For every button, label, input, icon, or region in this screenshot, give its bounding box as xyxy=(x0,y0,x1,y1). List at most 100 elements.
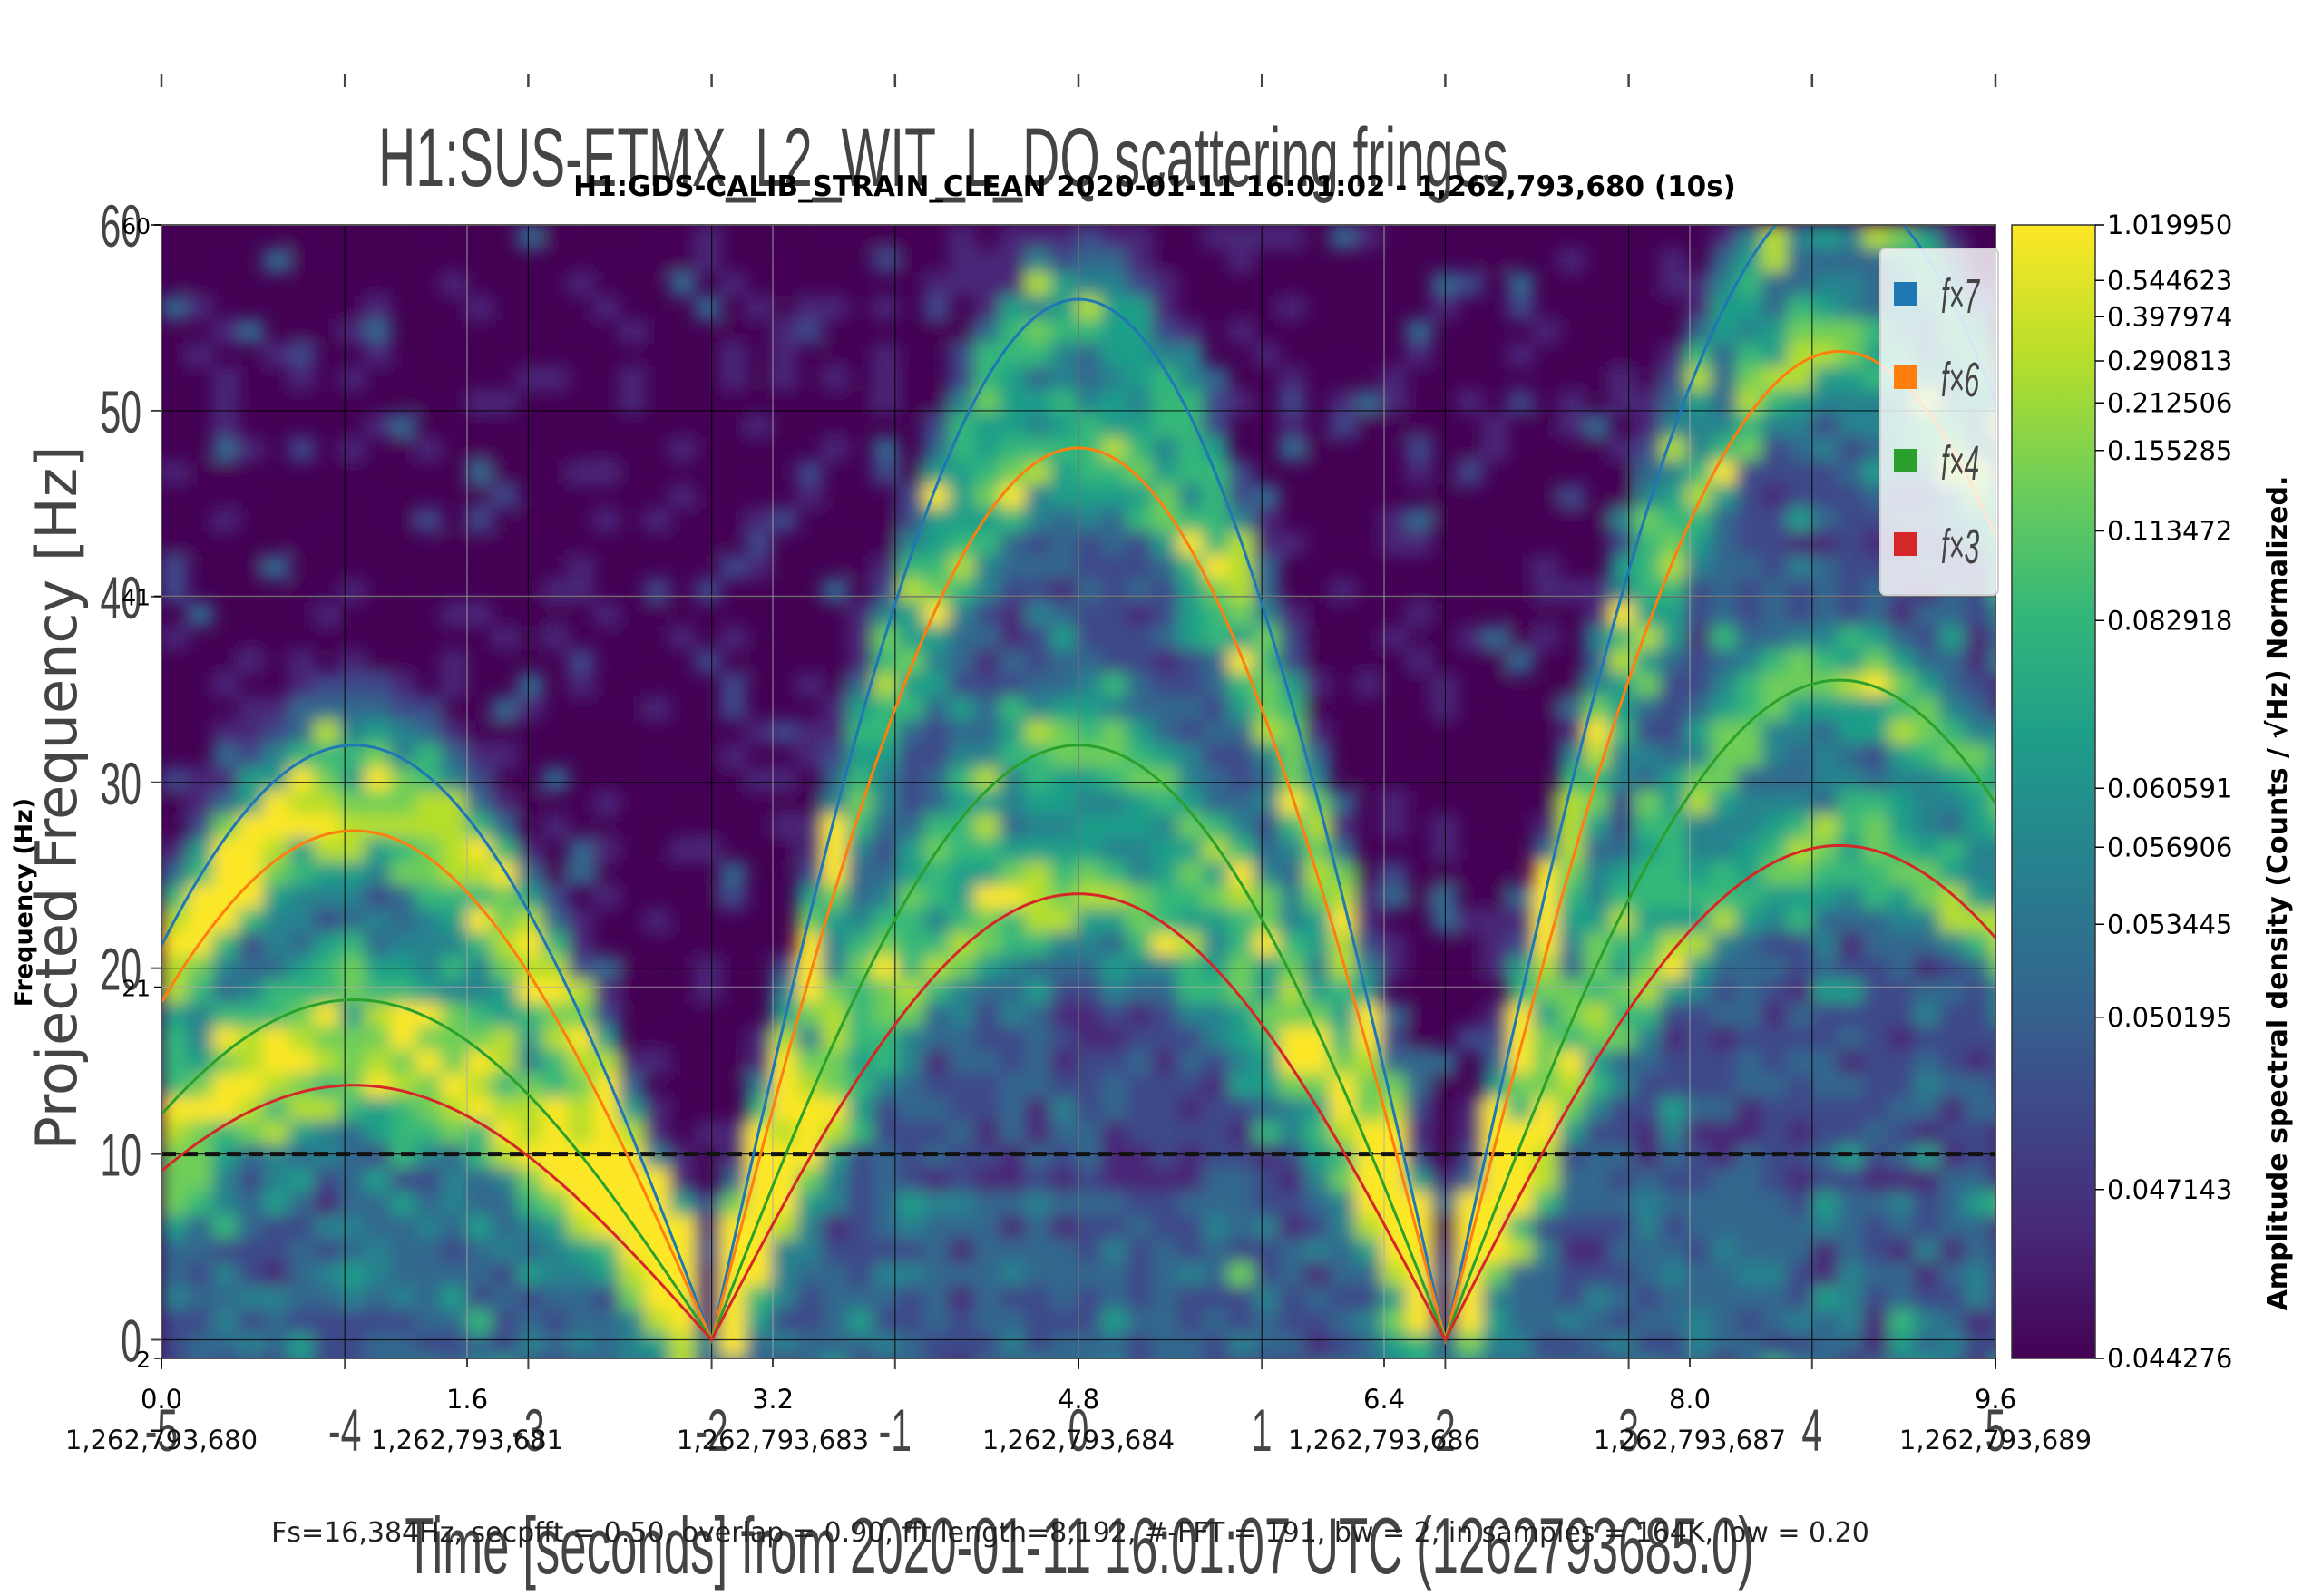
heatmap-cell xyxy=(1203,909,1229,933)
heatmap-cell xyxy=(1177,1097,1204,1122)
heatmap-cell xyxy=(1736,484,1762,509)
heatmap-cell xyxy=(669,1192,696,1216)
heatmap-cell xyxy=(974,1262,1000,1287)
heatmap-cell xyxy=(263,1215,289,1240)
heatmap-cell xyxy=(746,414,772,438)
spectrogram-x-gps-label: 1,262,793,689 xyxy=(1899,1425,2092,1455)
heatmap-cell xyxy=(923,1121,950,1145)
heatmap-cell xyxy=(1660,1144,1686,1169)
heatmap-cell xyxy=(1406,626,1432,650)
heatmap-cell xyxy=(314,1215,340,1240)
heatmap-cell xyxy=(466,1262,493,1287)
heatmap-cell xyxy=(1863,1333,1889,1358)
heatmap-cell xyxy=(593,838,620,862)
heatmap-cell xyxy=(1990,1027,1995,1051)
heatmap-cell xyxy=(720,1168,746,1192)
heatmap-cell xyxy=(1584,366,1610,391)
heatmap-cell xyxy=(1177,1215,1204,1240)
heatmap-cell xyxy=(1711,791,1737,815)
heatmap-cell xyxy=(1787,696,1813,721)
heatmap-cell xyxy=(1127,531,1153,556)
heatmap-cell xyxy=(1533,1357,1559,1358)
heatmap-cell xyxy=(1127,296,1153,320)
heatmap-cell xyxy=(796,1357,823,1358)
heatmap-cell xyxy=(847,1333,873,1358)
heatmap-cell xyxy=(238,319,264,344)
heatmap-cell xyxy=(288,1192,315,1216)
heatmap-cell xyxy=(415,225,442,249)
heatmap-cell xyxy=(974,414,1000,438)
heatmap-cell xyxy=(1965,1215,1991,1240)
heatmap-cell xyxy=(1025,461,1051,485)
heatmap-cell xyxy=(1584,1050,1610,1075)
heatmap-cell xyxy=(949,1333,975,1358)
heatmap-cell xyxy=(1406,602,1432,627)
heatmap-cell xyxy=(212,767,239,792)
heatmap-cell xyxy=(390,1333,416,1358)
overlay-x-tick-label: 1 xyxy=(1252,1396,1273,1465)
heatmap-cell xyxy=(466,1121,493,1145)
heatmap-cell xyxy=(1634,696,1661,721)
heatmap-cell xyxy=(1000,861,1026,886)
heatmap-cell xyxy=(1609,1192,1635,1216)
heatmap-cell xyxy=(1507,649,1534,674)
overlay-y-tick-label: 10 xyxy=(100,1121,141,1189)
heatmap-cell xyxy=(1609,461,1635,485)
heatmap-cell xyxy=(1507,932,1534,957)
heatmap-cell xyxy=(1812,461,1839,485)
heatmap-cell xyxy=(1101,791,1127,815)
colorbar-tick-label: 0.290813 xyxy=(2107,345,2232,376)
heatmap-cell xyxy=(1000,1239,1026,1263)
heatmap-cell xyxy=(1127,696,1153,721)
heatmap-cell xyxy=(1152,1097,1178,1122)
heatmap-cell xyxy=(974,1357,1000,1358)
heatmap-cell xyxy=(593,1192,620,1216)
heatmap-cell xyxy=(898,1074,924,1098)
heatmap-cell xyxy=(1863,1215,1889,1240)
heatmap-cell xyxy=(1355,1357,1381,1358)
heatmap-cell xyxy=(1812,484,1839,509)
heatmap-cell xyxy=(1076,1168,1102,1192)
heatmap-cell xyxy=(949,366,975,391)
heatmap-cell xyxy=(1736,225,1762,249)
heatmap-cell xyxy=(898,484,924,509)
heatmap-cell xyxy=(492,1262,518,1287)
heatmap-cell xyxy=(1888,720,1915,744)
heatmap-cell xyxy=(1761,1097,1788,1122)
heatmap-cell xyxy=(1838,861,1864,886)
heatmap-cell xyxy=(1406,1097,1432,1122)
heatmap-cell xyxy=(1787,1262,1813,1287)
heatmap-cell xyxy=(365,343,391,367)
heatmap-cell xyxy=(1050,248,1077,273)
heatmap-cell xyxy=(288,343,315,367)
heatmap-cell xyxy=(1736,1003,1762,1027)
heatmap-cell xyxy=(1431,814,1458,839)
heatmap-cell xyxy=(1838,414,1864,438)
heatmap-cell xyxy=(593,885,620,910)
heatmap-cell xyxy=(847,1074,873,1098)
heatmap-cell xyxy=(314,508,340,532)
heatmap-cell xyxy=(517,366,543,391)
heatmap-cell xyxy=(873,1215,899,1240)
heatmap-cell xyxy=(161,1215,188,1240)
heatmap-cell xyxy=(1939,979,1966,1004)
heatmap-cell xyxy=(1025,1286,1051,1310)
heatmap-cell xyxy=(898,366,924,391)
heatmap-cell xyxy=(822,1309,848,1334)
heatmap-cell xyxy=(873,1097,899,1122)
heatmap-cell xyxy=(365,508,391,532)
heatmap-cell xyxy=(1457,909,1483,933)
heatmap-cell xyxy=(1025,1333,1051,1358)
heatmap-cell xyxy=(796,1309,823,1334)
heatmap-cell xyxy=(1279,1333,1305,1358)
heatmap-cell xyxy=(1761,484,1788,509)
heatmap-cell xyxy=(390,1286,416,1310)
heatmap-cell xyxy=(593,602,620,627)
heatmap-cell xyxy=(974,248,1000,273)
heatmap-cell xyxy=(390,791,416,815)
heatmap-cell xyxy=(1990,909,1995,933)
heatmap-cell xyxy=(898,838,924,862)
heatmap-cell xyxy=(390,649,416,674)
heatmap-cell xyxy=(1888,932,1915,957)
heatmap-cell xyxy=(1076,579,1102,603)
